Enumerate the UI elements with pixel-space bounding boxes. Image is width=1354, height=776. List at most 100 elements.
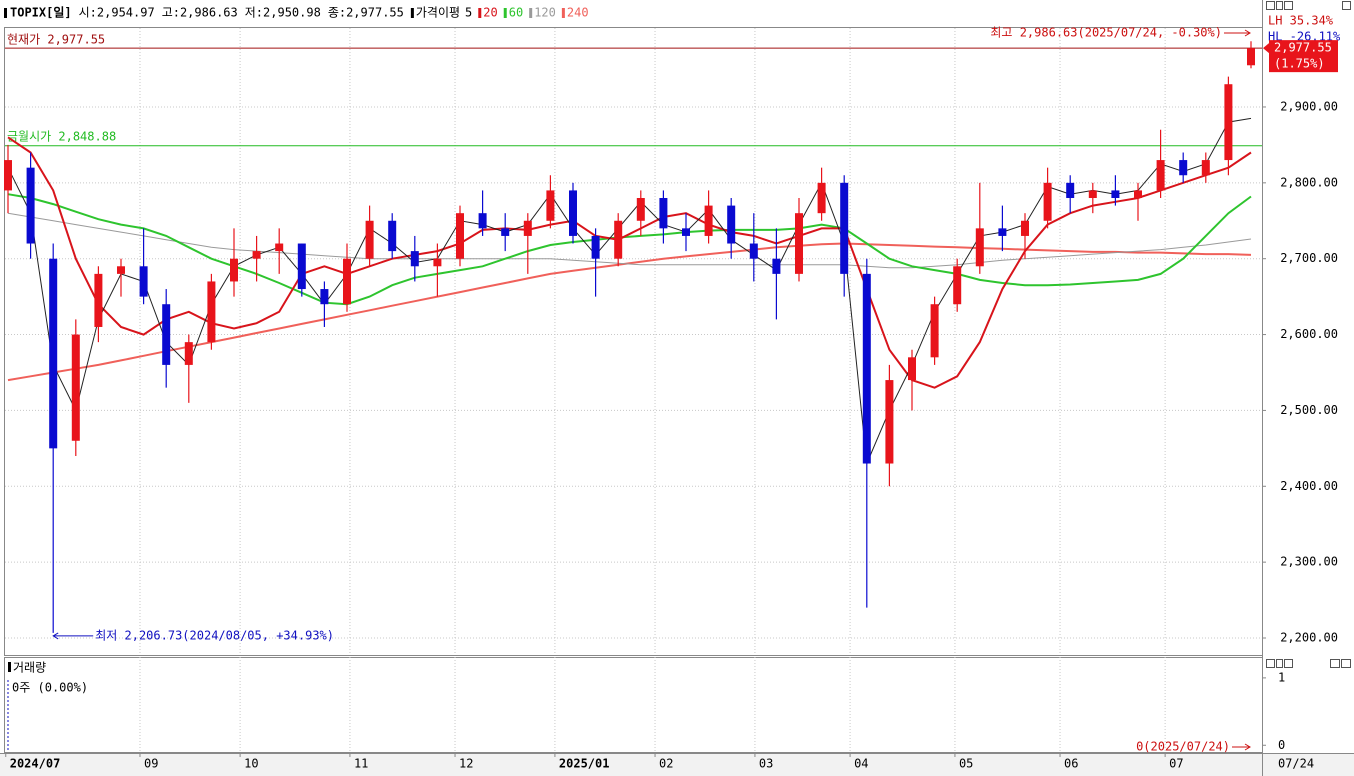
candle-body	[410, 251, 419, 267]
price-tag: 2,977.55	[1274, 41, 1332, 55]
candle-body	[1066, 182, 1075, 199]
candle-body	[501, 228, 510, 236]
reference-lines: 현재가 2,977.55 금월시가 2,848.88	[5, 33, 1262, 147]
bullet	[529, 8, 533, 18]
axes: 2,900.00 2,800.00 2,700.00 2,600.00 2,500.00…	[5, 14, 1341, 771]
candle-body	[139, 266, 148, 297]
candle-body	[1224, 84, 1233, 161]
bullet	[410, 8, 414, 18]
candle-body	[456, 213, 464, 259]
icon[interactable]	[1284, 659, 1293, 668]
y-tick-label: 2,700.00	[1280, 251, 1338, 265]
y-tick-label: 2,300.00	[1280, 555, 1338, 569]
candle-body	[365, 220, 374, 259]
candle-body	[320, 289, 329, 305]
header-item: TOPIX[일]	[10, 6, 72, 20]
x-tick-label: 10	[244, 757, 258, 771]
candle-body	[230, 258, 238, 282]
candle-body	[749, 243, 758, 259]
icon[interactable]	[1276, 1, 1283, 10]
icon[interactable]	[1284, 1, 1293, 10]
x-axis-band	[0, 753, 1354, 776]
high-note: 최고 2,986.63(2025/07/24, -0.30%)	[990, 26, 1222, 40]
annotations: 최고 2,986.63(2025/07/24, -0.30%) 최저 2,206.…	[7, 26, 1251, 754]
x-tick-label: 02	[659, 757, 673, 771]
volume-tick-label: 1	[1278, 670, 1285, 684]
volume-tick-label: 0	[1278, 738, 1285, 752]
candle-body	[207, 281, 216, 343]
icon[interactable]	[1342, 1, 1351, 10]
icon[interactable]	[1266, 1, 1275, 10]
y-tick-label: 2,600.00	[1280, 327, 1338, 341]
candle-body	[1201, 160, 1210, 176]
candle-body	[817, 182, 826, 214]
candle-body	[840, 182, 849, 274]
x-tick-label: 12	[459, 757, 473, 771]
candle-body	[772, 258, 781, 274]
moving-average-line	[7, 212, 1252, 269]
icon[interactable]	[1341, 659, 1351, 668]
candle-body	[930, 304, 939, 358]
ma-legend-title: 가격이평	[416, 6, 460, 20]
low-note: 최저 2,206.73(2024/08/05, +34.93%)	[95, 628, 334, 642]
current-price-label: 현재가 2,977.55	[7, 33, 105, 47]
price-tag-box	[1269, 40, 1338, 73]
volume-end-arrow	[1232, 743, 1251, 751]
candle-body	[704, 205, 713, 236]
candle-body	[998, 228, 1007, 236]
candle-body	[659, 198, 668, 229]
candle-body	[1179, 160, 1188, 176]
candle-body	[343, 258, 351, 305]
candle-body	[682, 228, 690, 236]
toolbar-icons[interactable]	[1266, 1, 1351, 668]
y-tick-label: 2,900.00	[1280, 99, 1338, 113]
lh-label: LH 35.34%	[1268, 14, 1334, 28]
moving-average-line	[7, 193, 1252, 306]
x-tick-label: 2025/01	[559, 757, 610, 771]
x-tick-label: 09	[144, 757, 158, 771]
y-tick-label: 2,400.00	[1280, 479, 1338, 493]
candle-body	[1043, 182, 1052, 221]
candle-body	[26, 167, 35, 244]
x-tick-label: 05	[959, 757, 973, 771]
candle-body	[275, 243, 284, 252]
candle-body	[953, 266, 962, 305]
candle-body	[523, 220, 532, 236]
x-tick-label: 07	[1169, 757, 1183, 771]
candle-body	[591, 235, 600, 259]
y-tick-label: 2,200.00	[1280, 631, 1338, 645]
hl-label: HL -26.11%	[1268, 30, 1341, 44]
volume-title: 거래량	[13, 661, 46, 675]
icon[interactable]	[1330, 659, 1340, 668]
candle-body	[49, 258, 58, 449]
candle-body	[1247, 48, 1255, 66]
candle-body	[1021, 220, 1029, 236]
candle-body	[885, 380, 894, 464]
candle-body	[795, 213, 803, 274]
legend-entry: 20	[483, 6, 497, 20]
candle-body	[1156, 160, 1165, 191]
candle-body	[252, 251, 261, 259]
icon[interactable]	[1266, 659, 1275, 668]
candle-body	[117, 266, 125, 274]
legend-entry: 60	[509, 6, 523, 20]
candle-body	[908, 357, 916, 381]
candle-body	[297, 243, 306, 290]
x-tick-label: 11	[354, 757, 368, 771]
candle-body	[162, 304, 171, 365]
bullet	[478, 8, 482, 18]
candle-body	[433, 258, 442, 267]
icon[interactable]	[1276, 659, 1283, 668]
bullet	[503, 8, 507, 18]
candle-body	[1088, 190, 1097, 199]
legend-entry: 240	[567, 6, 589, 20]
month-open-label: 금월시가 2,848.88	[7, 129, 116, 143]
candle-body	[94, 273, 103, 327]
candle-body	[636, 198, 645, 221]
legend-entry: 120	[534, 6, 556, 20]
candles	[4, 41, 1255, 633]
candle-body	[1111, 190, 1120, 199]
